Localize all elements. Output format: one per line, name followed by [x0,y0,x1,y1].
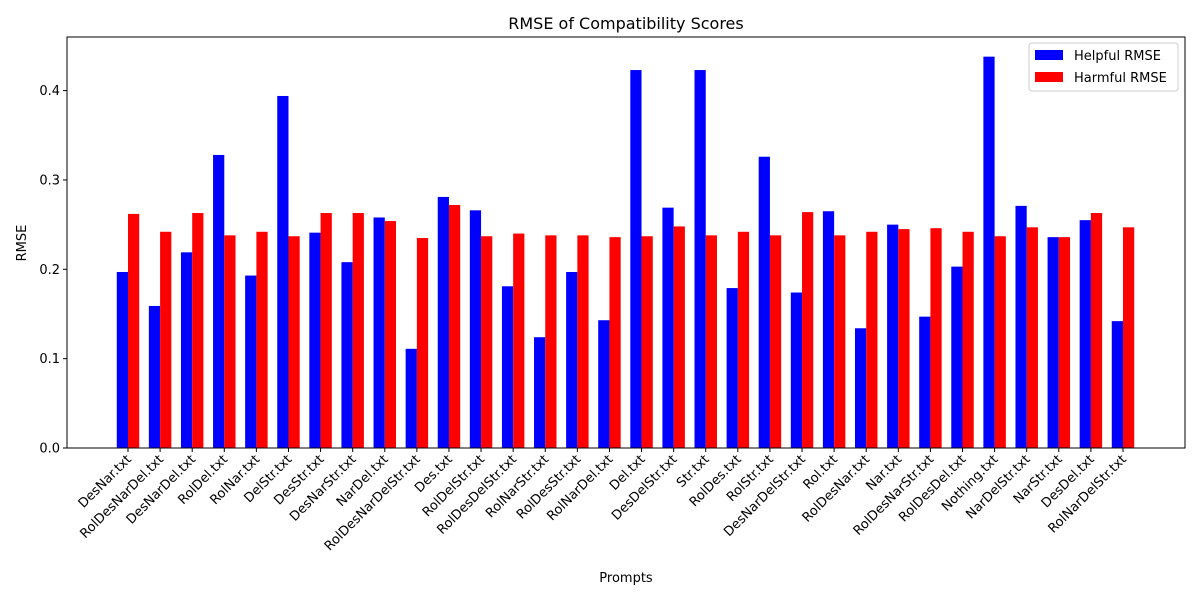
bar-helpful-10 [437,196,449,448]
bar-helpful-29 [1047,237,1059,448]
bar-harmful-26 [962,231,974,448]
bar-harmful-4 [256,231,268,448]
bar-helpful-19 [726,288,738,448]
bar-helpful-31 [1111,321,1123,448]
legend-swatch-harmful [1035,72,1063,82]
bar-helpful-20 [758,156,770,449]
y-tick-label-4: 0.4 [39,84,60,99]
bar-helpful-12 [501,286,514,448]
bar-helpful-23 [854,328,867,448]
bar-harmful-14 [577,235,589,448]
bar-helpful-3 [213,154,225,448]
bar-helpful-30 [1079,220,1091,448]
bar-harmful-19 [737,231,750,448]
y-axis: 0.0 0.1 0.2 0.3 0.4 [39,84,67,457]
bar-harmful-18 [705,235,717,448]
bar-helpful-22 [822,211,835,448]
bar-harmful-13 [545,235,557,448]
bar-harmful-22 [834,235,846,448]
bar-harmful-15 [609,237,621,448]
bar-harmful-3 [224,235,236,448]
bar-helpful-17 [662,207,674,448]
bar-helpful-28 [1015,205,1027,448]
bar-harmful-28 [1026,227,1038,448]
bar-harmful-0 [128,213,140,448]
bar-harmful-1 [160,231,172,448]
bar-harmful-10 [448,204,461,448]
bar-helpful-6 [309,232,321,448]
bar-helpful-13 [534,337,546,448]
bar-harmful-30 [1090,213,1103,448]
bar-harmful-2 [192,213,204,448]
bar-helpful-9 [405,348,417,448]
bar-helpful-8 [373,217,385,448]
bar-harmful-8 [384,221,396,448]
bar-harmful-6 [320,213,332,448]
bar-harmful-31 [1123,227,1135,448]
legend-swatch-helpful [1035,50,1063,60]
bar-helpful-11 [469,210,482,448]
x-axis: DesNar.txtRolDesNarDel.txtDesNarDel.txtR… [76,448,1130,554]
y-tick-label-3: 0.3 [39,173,60,188]
plot-area [116,56,1135,449]
bar-harmful-23 [866,231,878,448]
bar-harmful-17 [673,226,685,448]
bar-helpful-4 [245,275,257,448]
y-tick-label-2: 0.2 [39,263,60,278]
plot-frame [66,36,1186,449]
bar-helpful-18 [694,70,706,448]
bar-helpful-27 [983,56,995,448]
bar-harmful-16 [641,236,653,448]
bar-helpful-26 [951,266,963,448]
bar-harmful-11 [481,236,493,448]
bar-helpful-25 [919,316,931,448]
bar-harmful-7 [352,213,364,448]
bar-helpful-2 [180,252,193,448]
legend-label-harmful: Harmful RMSE [1074,71,1167,86]
y-tick-label-0: 0.0 [39,442,60,457]
bar-helpful-0 [116,271,128,448]
bar-helpful-7 [341,262,353,448]
legend-label-helpful: Helpful RMSE [1074,49,1161,64]
bar-harmful-12 [513,233,525,448]
bar-helpful-1 [148,305,161,448]
bar-helpful-24 [887,224,899,448]
bar-harmful-20 [769,235,782,448]
bar-harmful-21 [802,212,814,448]
bar-harmful-9 [416,238,429,448]
legend: Helpful RMSE Harmful RMSE [1028,42,1179,92]
bar-harmful-24 [898,229,910,448]
bar-harmful-29 [1058,237,1071,448]
x-axis-label: Prompts [599,571,653,586]
y-axis-label: RMSE [15,225,30,262]
y-tick-label-1: 0.1 [39,352,60,367]
bar-helpful-16 [630,70,642,448]
bar-harmful-27 [994,236,1006,448]
bar-harmful-25 [930,228,942,448]
bar-helpful-15 [598,320,610,448]
bar-harmful-5 [288,236,300,448]
bar-helpful-14 [566,271,578,448]
legend-box [1028,42,1179,92]
bar-helpful-21 [790,292,803,448]
chart-title: RMSE of Compatibility Scores [508,14,743,33]
bar-helpful-5 [277,95,289,448]
